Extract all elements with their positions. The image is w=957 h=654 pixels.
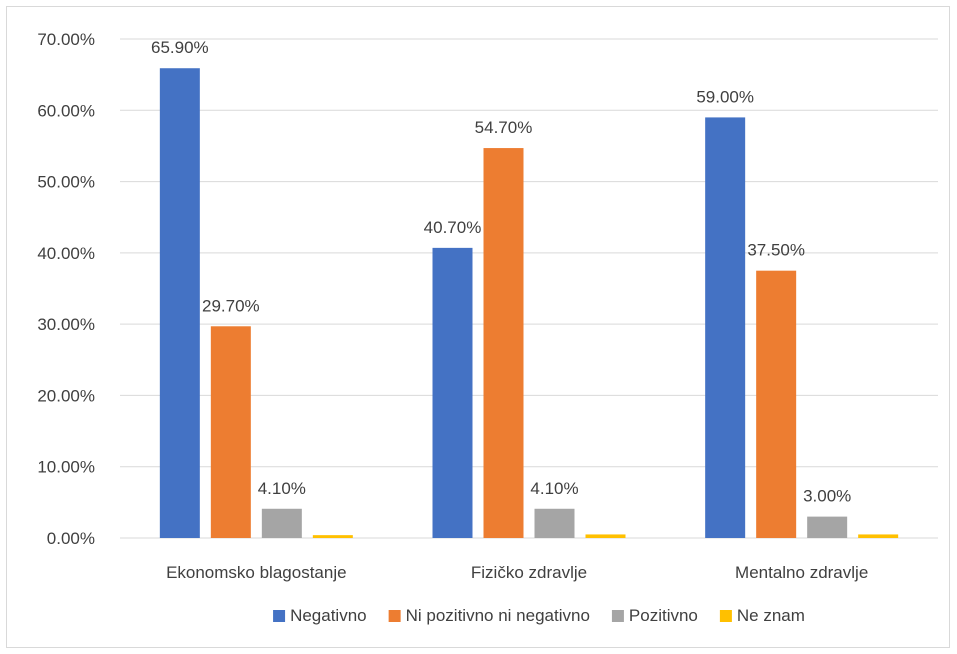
- legend-label: Ne znam: [737, 606, 805, 625]
- y-tick-label: 40.00%: [37, 244, 95, 263]
- legend-label: Ni pozitivno ni negativno: [406, 606, 590, 625]
- bar: [858, 534, 899, 538]
- gridlines: [120, 38, 938, 539]
- data-label: 59.00%: [696, 87, 754, 106]
- legend: Negativno Ni pozitivno ni negativno Poziti…: [273, 606, 805, 625]
- y-tick-label: 60.00%: [37, 101, 95, 120]
- legend-swatch: [273, 610, 286, 622]
- y-tick-label: 0.00%: [47, 529, 95, 548]
- data-label: 65.90%: [151, 38, 209, 57]
- data-label: 3.00%: [803, 487, 851, 506]
- y-tick-label: 30.00%: [37, 315, 95, 334]
- bar: [705, 117, 746, 539]
- category-label: Fizičko zdravlje: [471, 563, 587, 582]
- y-tick-label: 20.00%: [37, 386, 95, 405]
- category-label: Mentalno zdravlje: [735, 563, 868, 582]
- bar: [756, 270, 797, 538]
- legend-label: Negativno: [290, 606, 367, 625]
- y-tick-label: 50.00%: [37, 173, 95, 192]
- data-label: 29.70%: [202, 296, 260, 315]
- legend-label: Pozitivno: [629, 606, 698, 625]
- data-label: 54.70%: [475, 118, 533, 137]
- bar: [159, 68, 200, 538]
- category-labels: Ekonomsko blagostanje Fizičko zdravlje Men…: [166, 563, 868, 582]
- y-axis-ticks: 0.00% 10.00% 20.00% 30.00% 40.00% 50.00% 60.00…: [37, 30, 95, 548]
- legend-swatch: [611, 610, 624, 622]
- bar: [483, 148, 524, 538]
- bar: [432, 247, 473, 539]
- bar: [312, 535, 353, 538]
- legend-swatch: [388, 610, 401, 622]
- y-tick-label: 70.00%: [37, 30, 95, 49]
- bar: [261, 508, 302, 538]
- data-label: 40.70%: [424, 218, 482, 237]
- y-tick-label: 10.00%: [37, 458, 95, 477]
- data-label: 4.10%: [258, 479, 306, 498]
- legend-swatch: [719, 610, 732, 622]
- data-label: 4.10%: [530, 479, 578, 498]
- bar: [585, 534, 626, 538]
- data-label: 37.50%: [747, 241, 805, 260]
- bar: [534, 508, 575, 538]
- category-label: Ekonomsko blagostanje: [166, 563, 347, 582]
- bar: [210, 326, 251, 538]
- data-labels: 65.90% 29.70% 4.10% 40.70% 54.70% 4.10% 59.00%…: [151, 38, 851, 505]
- bars: [159, 68, 899, 539]
- bar: [807, 516, 848, 538]
